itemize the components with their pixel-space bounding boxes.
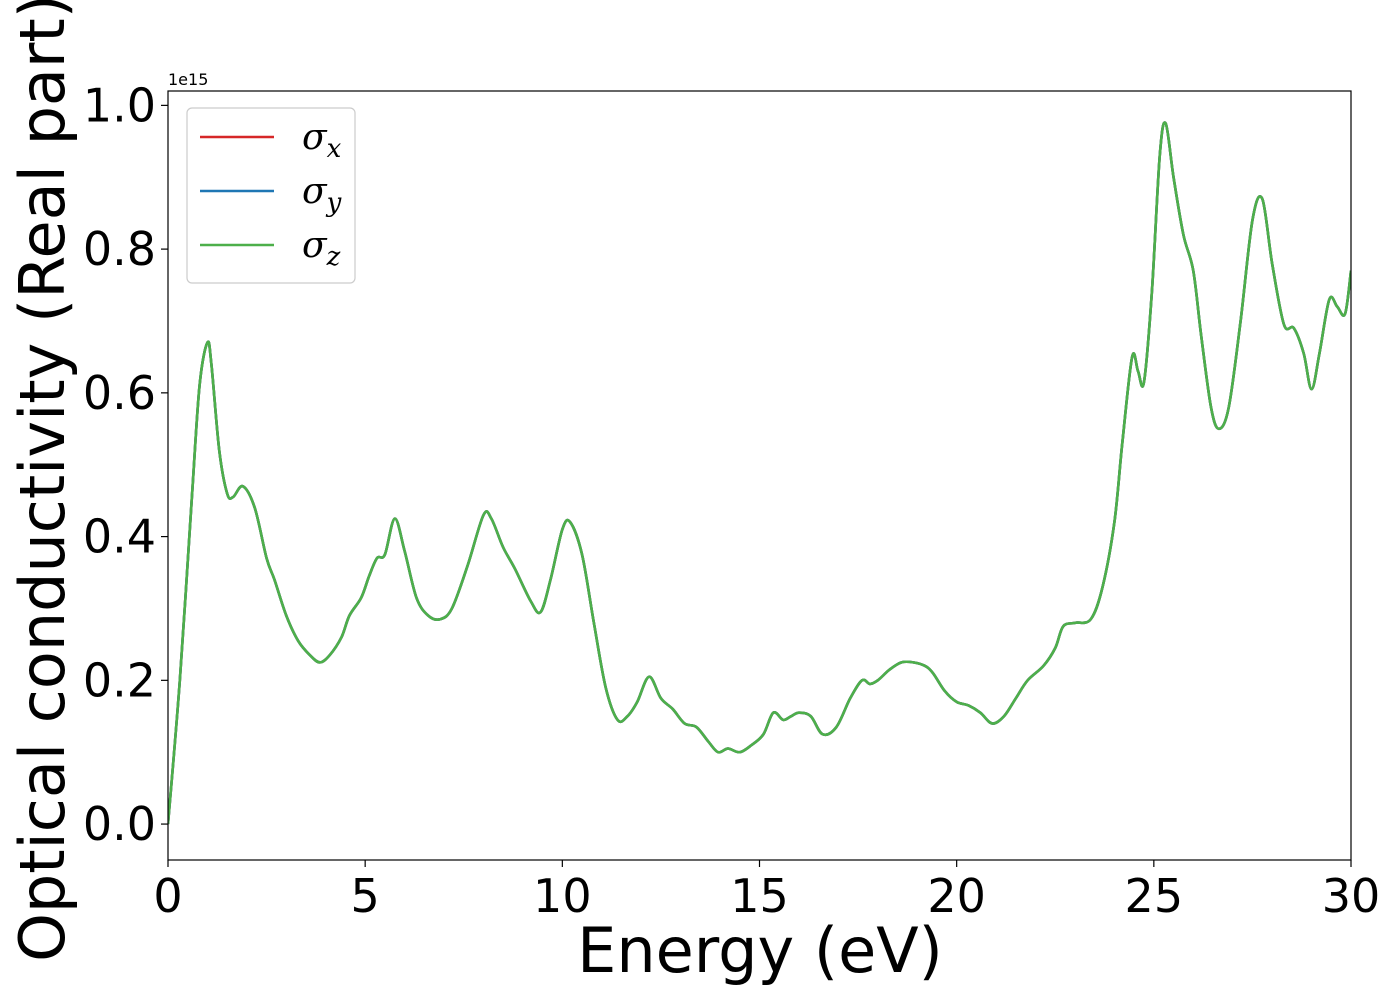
x-tick-label: 0 [153,869,182,923]
y-tick-label: 0.8 [83,222,156,276]
legend-label: σz [302,225,341,272]
y-tick-label: 0.0 [83,797,156,851]
series-line-z [168,121,1351,825]
x-tick-label: 30 [1322,869,1381,923]
legend-box [186,107,356,284]
y-axis-label: Optical conductivity (Real part) [6,0,79,962]
x-tick-label: 5 [351,869,380,923]
y-tick-label: 1.0 [83,78,156,132]
y-tick-label: 0.2 [83,653,156,707]
legend-entry-y: σy [200,171,342,218]
y-tick-label: 0.4 [83,510,156,564]
x-axis-ticks: 0 5 10 15 20 25 30 [153,860,1380,923]
x-tick-label: 25 [1125,869,1184,923]
x-axis-label: Energy (eV) [577,914,943,987]
x-tick-label: 20 [927,869,986,923]
y-tick-label: 0.6 [83,366,156,420]
legend-label: σy [302,171,342,218]
series-layer [168,121,1351,825]
legend-entry-z: σz [200,225,341,272]
x-tick-label: 15 [730,869,789,923]
y-offset-label: 1e15 [168,70,208,89]
plot-area [168,91,1351,860]
y-axis-ticks: 0.0 0.2 0.4 0.6 0.8 1.0 [83,78,168,851]
x-tick-label: 10 [533,869,592,923]
